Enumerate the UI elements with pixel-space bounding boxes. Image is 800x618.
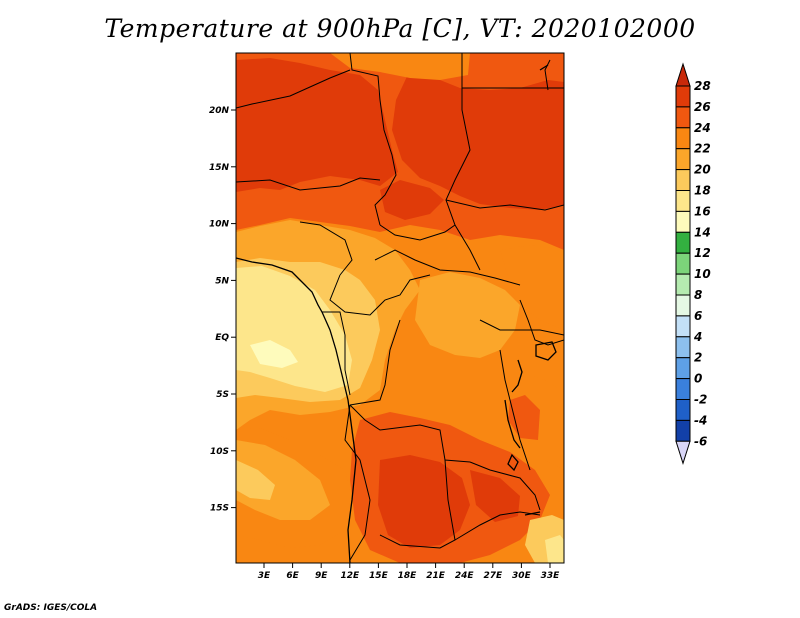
colorbar-segment [675,231,691,254]
colorbar-label: 20 [694,163,711,177]
map-panel [236,53,564,563]
contour-28-north-west [236,58,398,192]
contour-22-east-central [415,272,520,358]
colorbar-label: 18 [694,184,711,198]
colorbar-segment [675,106,691,129]
coastlines-and-lakes [236,64,557,563]
colorbar-label: 22 [694,142,711,156]
lon-tick-label: 3E [258,571,271,581]
lat-tick-label: 10S [210,447,229,457]
contour-20-southwest-coast [236,460,275,500]
colorbar-segment [675,273,691,296]
lon-tick-label: 12E [340,571,360,581]
lon-tick-label: 30E [512,571,532,581]
colorbar-label: 24 [694,121,711,135]
colorbar-segment [675,169,691,192]
colorbar-top-arrow [675,62,691,87]
contour-26-east-rift [508,395,540,440]
colorbar-segment [675,85,691,108]
colorbar-bottom-arrow [675,440,691,465]
contour-16-pocket [250,340,298,368]
colorbar-label: 2 [694,351,702,365]
colorbar-segment [675,419,691,442]
country-borders [236,53,564,561]
contour-24-east [500,245,564,330]
contour-28-south [378,455,470,548]
colorbar-segment [675,252,691,275]
lon-tick-label: 18E [398,571,418,581]
colorbar-label: 6 [694,309,702,323]
longitude-axis: 3E 6E 9E 12E 15E 18E 21E 24E 27E 30E 33E [258,563,560,581]
contour-22-southwest [236,440,330,520]
latitude-axis: 20N 15N 10N 5N EQ 5S 10S 15S [209,106,236,514]
lon-tick-label: 21E [426,571,446,581]
colorbar-label: -2 [694,393,707,407]
lon-tick-label: 24E [455,571,475,581]
grads-credit: GrADS: IGES/COLA [4,603,98,613]
colorbar-label: 4 [693,330,702,344]
colorbar-segment [675,315,691,338]
colorbar-label: -6 [694,434,707,448]
lon-tick-label: 6E [286,571,299,581]
map-title: Temperature at 900hPa [C], VT: 202010200… [104,14,696,43]
lat-tick-label: EQ [215,333,229,343]
lat-tick-label: 15S [210,504,229,514]
colorbar-segment [675,357,691,380]
colorbar-segment [675,399,691,421]
contour-18-southeast [545,535,564,563]
lon-tick-label: 27E [483,571,503,581]
colorbar-segment [675,127,691,150]
colorbar-segment [675,294,691,317]
colorbar-label: 8 [694,288,702,302]
lon-tick-label: 33E [541,571,561,581]
lat-tick-label: 15N [209,163,230,173]
colorbar-label: 0 [694,372,702,386]
colorbar-label: 10 [694,267,711,281]
map-frame [235,52,565,564]
colorbar-segment [675,336,691,359]
contour-24-top-band [330,53,470,80]
colorbar-label: 12 [694,246,711,260]
colorbar-segment [675,148,691,171]
colorbar-segment [675,190,691,212]
colorbar-label: 14 [694,225,711,239]
lat-tick-label: 5N [215,276,229,286]
lon-tick-label: 15E [369,571,389,581]
contour-28-north-center [380,180,444,220]
colorbar-segment [675,210,691,233]
colorbar-label: 28 [694,79,711,93]
lat-tick-label: 5S [216,390,229,400]
lon-tick-label: 9E [315,571,328,581]
lat-tick-label: 20N [209,106,230,116]
colorbar-label: 16 [694,204,711,218]
lat-tick-label: 10N [209,220,230,230]
colorbar-label: 26 [694,100,711,114]
contour-28-north-east [392,70,564,210]
colorbar-segment [675,378,691,401]
colorbar-label: -4 [694,413,707,427]
contour-28-south-east [470,470,520,522]
